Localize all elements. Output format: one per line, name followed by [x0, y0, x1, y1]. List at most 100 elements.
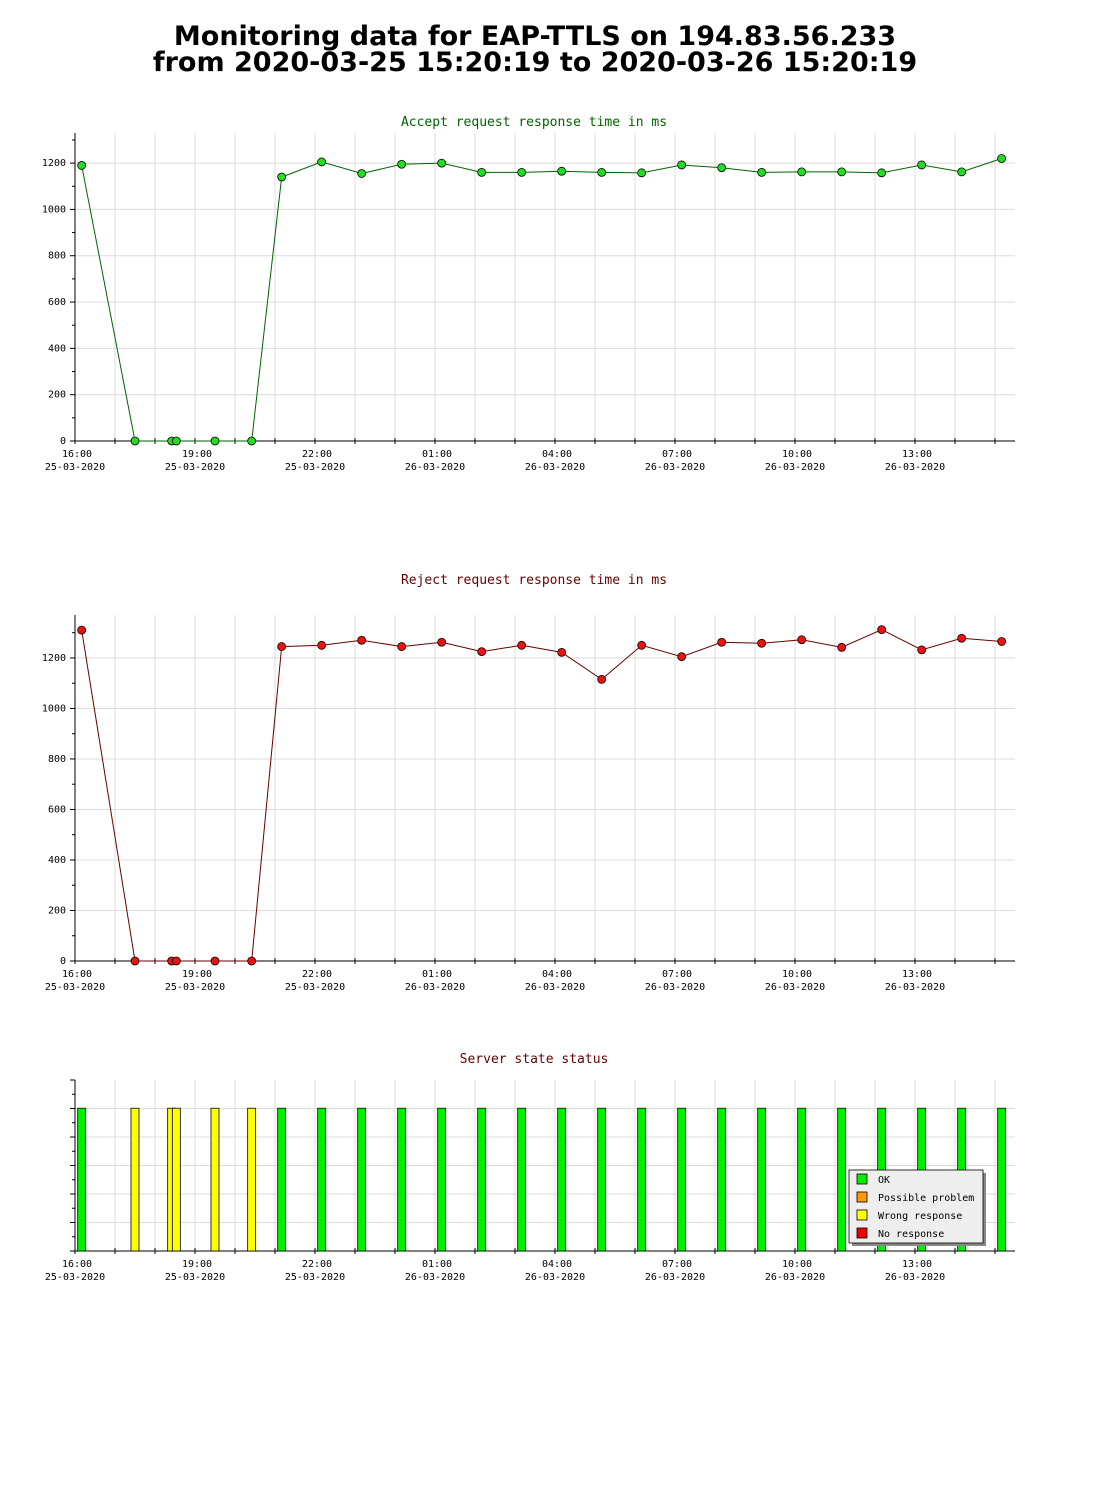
chart-panel-2: Reject request response time in ms 16:00 2…: [42, 573, 1015, 993]
data-point: [757, 638, 767, 648]
status-bar: [757, 1107, 767, 1252]
x-tick-label-date: 25-03-2020: [165, 462, 225, 473]
data-point: [397, 159, 407, 169]
title-line-1: Monitoring data for EAP-TTLS on 194.83.5…: [173, 21, 897, 52]
x-tick-label-time: 19:00: [182, 969, 212, 980]
x-tick-label-time: 01:00: [422, 1259, 452, 1270]
y-tick-label: 400: [48, 855, 66, 866]
x-tick-label-date: 26-03-2020: [525, 1272, 585, 1283]
legend-label: OK: [878, 1175, 890, 1186]
x-tick-label-time: 10:00: [782, 969, 812, 980]
status-bar: [637, 1107, 647, 1252]
data-point: [877, 168, 887, 178]
data-point: [437, 158, 447, 168]
x-tick-label-date: 25-03-2020: [165, 1272, 225, 1283]
x-tick-label-time: 10:00: [782, 1259, 812, 1270]
y-tick-label: 600: [48, 297, 66, 308]
status-bar: [130, 1107, 140, 1252]
x-tick-label-time: 01:00: [422, 449, 452, 460]
data-point: [357, 169, 367, 178]
x-tick-label-time: 16:00: [62, 969, 92, 980]
status-bar: [317, 1107, 327, 1252]
y-tick-label: 200: [48, 390, 66, 401]
status-bar: [357, 1107, 367, 1252]
status-bar: [477, 1107, 487, 1252]
data-point: [397, 642, 407, 651]
data-point: [957, 633, 967, 643]
legend-swatch: [856, 1227, 868, 1239]
y-tick-label: 400: [48, 343, 66, 354]
status-bar: [437, 1107, 447, 1252]
data-point: [997, 637, 1007, 646]
y-tick-label: 1000: [42, 703, 66, 714]
x-tick-label-time: 13:00: [902, 969, 932, 980]
legend-label: Wrong response: [878, 1211, 962, 1222]
chart-title: Reject request response time in ms: [401, 573, 667, 588]
status-bar: [397, 1107, 407, 1252]
data-point: [477, 647, 487, 657]
status-bar: [210, 1107, 220, 1252]
y-tick-label: 800: [48, 251, 66, 262]
x-tick-label-time: 19:00: [182, 449, 212, 460]
data-point: [597, 675, 607, 684]
series-line: [81, 157, 1002, 442]
data-point: [277, 172, 287, 182]
x-tick-label-date: 26-03-2020: [765, 1272, 825, 1283]
data-point: [637, 640, 647, 650]
x-tick-label-date: 25-03-2020: [45, 1272, 105, 1283]
data-point: [557, 647, 567, 657]
chart-title: Accept request response time in ms: [401, 115, 667, 130]
legend-swatch: [856, 1209, 868, 1221]
data-point: [757, 167, 767, 177]
data-point: [517, 167, 527, 177]
data-point: [837, 642, 847, 652]
x-tick-label-time: 04:00: [542, 1259, 572, 1270]
data-point: [717, 637, 727, 647]
x-tick-label-time: 10:00: [782, 449, 812, 460]
x-tick-label-date: 25-03-2020: [165, 982, 225, 993]
data-point: [247, 956, 257, 966]
data-point: [917, 645, 927, 655]
data-point: [877, 625, 887, 635]
x-tick-label-date: 25-03-2020: [285, 462, 345, 473]
data-point: [997, 154, 1007, 163]
status-bar: [171, 1107, 181, 1252]
x-tick-label-time: 19:00: [182, 1259, 212, 1270]
legend-label: Possible problem: [878, 1193, 974, 1204]
data-point: [677, 160, 687, 170]
data-point: [637, 168, 647, 178]
y-tick-label: 0: [60, 436, 66, 447]
data-point: [357, 635, 367, 645]
x-tick-label-date: 26-03-2020: [525, 462, 585, 473]
data-point: [677, 652, 687, 662]
page-title: Monitoring data for EAP-TTLS on 194.83.5…: [0, 21, 1070, 78]
x-tick-label-date: 26-03-2020: [405, 1272, 465, 1283]
data-point: [210, 436, 220, 446]
y-tick-label: 1200: [42, 158, 66, 169]
x-tick-label-time: 16:00: [62, 449, 92, 460]
data-point: [77, 161, 87, 170]
data-point: [797, 167, 807, 177]
legend-swatch: [856, 1191, 868, 1203]
status-bar: [77, 1107, 87, 1252]
data-point: [130, 956, 140, 966]
title-line-2: from 2020-03-25 15:20:19 to 2020-03-26 1…: [152, 47, 918, 78]
x-tick-label-time: 13:00: [902, 1259, 932, 1270]
data-point: [517, 640, 527, 650]
y-tick-label: 0: [60, 956, 66, 967]
status-bar: [797, 1107, 807, 1252]
y-tick-label: 1000: [42, 204, 66, 215]
y-tick-label: 600: [48, 804, 66, 815]
data-point: [437, 637, 447, 647]
data-point: [277, 642, 287, 651]
data-point: [717, 163, 727, 173]
x-tick-label-time: 01:00: [422, 969, 452, 980]
x-tick-label-date: 26-03-2020: [405, 982, 465, 993]
status-bar: [277, 1107, 287, 1252]
data-point: [917, 160, 927, 170]
data-point: [317, 640, 327, 650]
status-bar: [677, 1107, 687, 1252]
x-tick-label-time: 07:00: [662, 969, 692, 980]
data-point: [171, 956, 181, 966]
